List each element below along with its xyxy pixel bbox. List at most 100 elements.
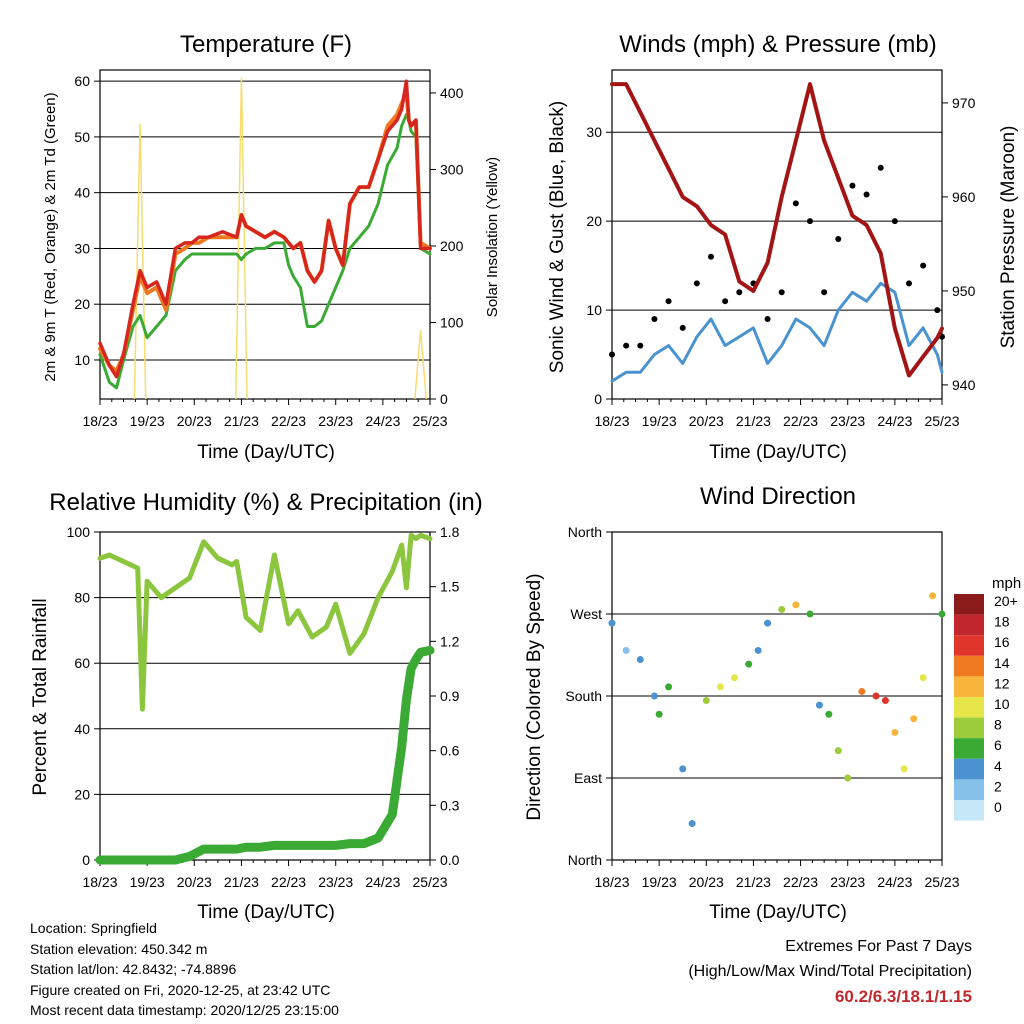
colorbar-swatch xyxy=(954,697,984,718)
extremes-subtitle: (High/Low/Max Wind/Total Precipitation) xyxy=(688,963,972,980)
direction-ytick-label: South xyxy=(565,688,602,704)
rh-line xyxy=(97,532,433,712)
temperature-xtick-label: 22/23 xyxy=(271,413,306,429)
colorbar-label: 18 xyxy=(994,614,1010,630)
direction-xtick-label: 22/23 xyxy=(783,874,818,890)
colorbar-title: mph xyxy=(992,575,1021,592)
temperature-y2tick-label: 400 xyxy=(440,85,464,101)
elevation-text: Station elevation: 450.342 m xyxy=(30,940,208,957)
direction-xtick-label: 23/23 xyxy=(830,874,865,890)
humidity-xtick-label: 23/23 xyxy=(318,874,353,890)
gust-point xyxy=(835,235,842,242)
winds-xtick-label: 23/23 xyxy=(830,413,865,429)
gust-point xyxy=(637,342,644,349)
humidity-xtick-label: 20/23 xyxy=(177,874,212,890)
humidity-xtick-label: 25/23 xyxy=(412,874,447,890)
gust-point xyxy=(778,289,785,296)
pressure-line xyxy=(610,82,944,378)
temperature-xtick-label: 25/23 xyxy=(412,413,447,429)
winds-title: Winds (mph) & Pressure (mb) xyxy=(619,31,936,58)
direction-point xyxy=(806,610,814,618)
colorbar-label: 0 xyxy=(994,799,1002,815)
gust-point xyxy=(920,262,927,269)
winds-y2tick-label: 940 xyxy=(952,377,976,393)
temperature-ylabel-left: 2m & 9m T (Red, Orange) & 2m Td (Green) xyxy=(42,92,59,381)
gust-point xyxy=(934,307,941,314)
direction-point xyxy=(834,747,842,755)
temperature-ytick-label: 20 xyxy=(74,296,90,312)
recent-text: Most recent data timestamp: 2020/12/25 2… xyxy=(30,1002,339,1018)
direction-xtick-label: 18/23 xyxy=(594,874,629,890)
temperature-ytick-label: 40 xyxy=(74,185,90,201)
winds-xtick-label: 19/23 xyxy=(642,413,677,429)
direction-point xyxy=(825,710,833,718)
humidity-ylabel-left: Percent & Total Rainfall xyxy=(30,598,51,795)
direction-point xyxy=(872,692,880,700)
direction-xtick-label: 24/23 xyxy=(877,874,912,890)
direction-point xyxy=(778,605,786,613)
humidity-xtick-label: 24/23 xyxy=(365,874,400,890)
colorbar-swatch xyxy=(954,676,984,697)
temperature-xtick-label: 23/23 xyxy=(318,413,353,429)
latlon-text: Station lat/lon: 42.8432; -74.8896 xyxy=(30,961,237,977)
direction-point xyxy=(844,774,852,782)
winds-y2tick-label: 950 xyxy=(952,283,976,299)
humidity-ytick-label: 100 xyxy=(67,524,91,540)
colorbar-swatch xyxy=(954,758,984,780)
winds-xtick-label: 25/23 xyxy=(924,413,959,429)
direction-point xyxy=(679,765,687,773)
humidity-ytick-label: 40 xyxy=(74,721,90,737)
extremes-values: 60.2/6.3/18.1/1.15 xyxy=(834,987,972,1006)
winds-y2tick-label: 970 xyxy=(952,95,976,111)
humidity-panel: Relative Humidity (%) & Precipitation (i… xyxy=(30,489,483,923)
temperature-xtick-label: 20/23 xyxy=(177,413,212,429)
direction-xtick-label: 25/23 xyxy=(924,874,959,890)
gust-point xyxy=(764,315,771,322)
location-text: Location: Springfield xyxy=(30,920,157,936)
temperature-frame xyxy=(99,69,431,400)
colorbar-swatch xyxy=(954,738,984,759)
direction-point xyxy=(910,715,918,723)
humidity-xlabel: Time (Day/UTC) xyxy=(197,902,335,923)
winds-ytick-label: 30 xyxy=(586,124,602,140)
colorbar-label: 14 xyxy=(994,655,1010,671)
colorbar-swatch xyxy=(954,717,984,739)
direction-title: Wind Direction xyxy=(700,483,856,510)
humidity-ytick-label: 80 xyxy=(74,590,90,606)
direction-ytick-label: North xyxy=(568,524,602,540)
gust-point xyxy=(906,280,912,287)
direction-point xyxy=(688,820,696,828)
colorbar-label: 6 xyxy=(994,737,1002,753)
winds-ytick-label: 0 xyxy=(594,391,602,407)
direction-point xyxy=(891,728,899,736)
winds-ytick-label: 10 xyxy=(586,302,602,318)
direction-panel: Wind Direction Direction (Colored By Spe… xyxy=(524,483,1021,923)
temperature-ytick-label: 30 xyxy=(74,240,90,256)
colorbar-label: 4 xyxy=(994,758,1002,774)
direction-point xyxy=(929,592,937,600)
created-text: Figure created on Fri, 2020-12-25, at 23… xyxy=(30,981,331,998)
temperature-y2tick-label: 0 xyxy=(440,391,448,407)
extremes-title: Extremes For Past 7 Days xyxy=(785,938,972,955)
temperature-xtick-label: 21/23 xyxy=(224,413,259,429)
temp-9m-line xyxy=(98,90,432,374)
extremes-box: Extremes For Past 7 Days (High/Low/Max W… xyxy=(688,934,972,1009)
winds-ylabel-left: Sonic Wind & Gust (Blue, Black) xyxy=(547,101,568,373)
humidity-xtick-label: 21/23 xyxy=(224,874,259,890)
winds-xtick-label: 22/23 xyxy=(783,413,818,429)
colorbar-label: 20+ xyxy=(994,593,1018,609)
colorbar-swatch xyxy=(954,594,984,615)
colorbar-label: 2 xyxy=(994,778,1002,794)
humidity-y2tick-label: 0.3 xyxy=(440,797,460,813)
direction-point xyxy=(702,697,710,705)
gust-point xyxy=(891,218,898,225)
direction-ytick-label: West xyxy=(570,606,602,622)
winds-y2tick-label: 960 xyxy=(952,189,976,205)
direction-ylabel-left: Direction (Colored By Speed) xyxy=(524,573,545,820)
direction-point xyxy=(745,660,753,668)
humidity-ytick-label: 60 xyxy=(74,655,90,671)
gust-point xyxy=(736,289,743,296)
temperature-xtick-label: 18/23 xyxy=(82,413,117,429)
gust-point xyxy=(679,324,686,331)
direction-xlabel: Time (Day/UTC) xyxy=(709,902,847,923)
